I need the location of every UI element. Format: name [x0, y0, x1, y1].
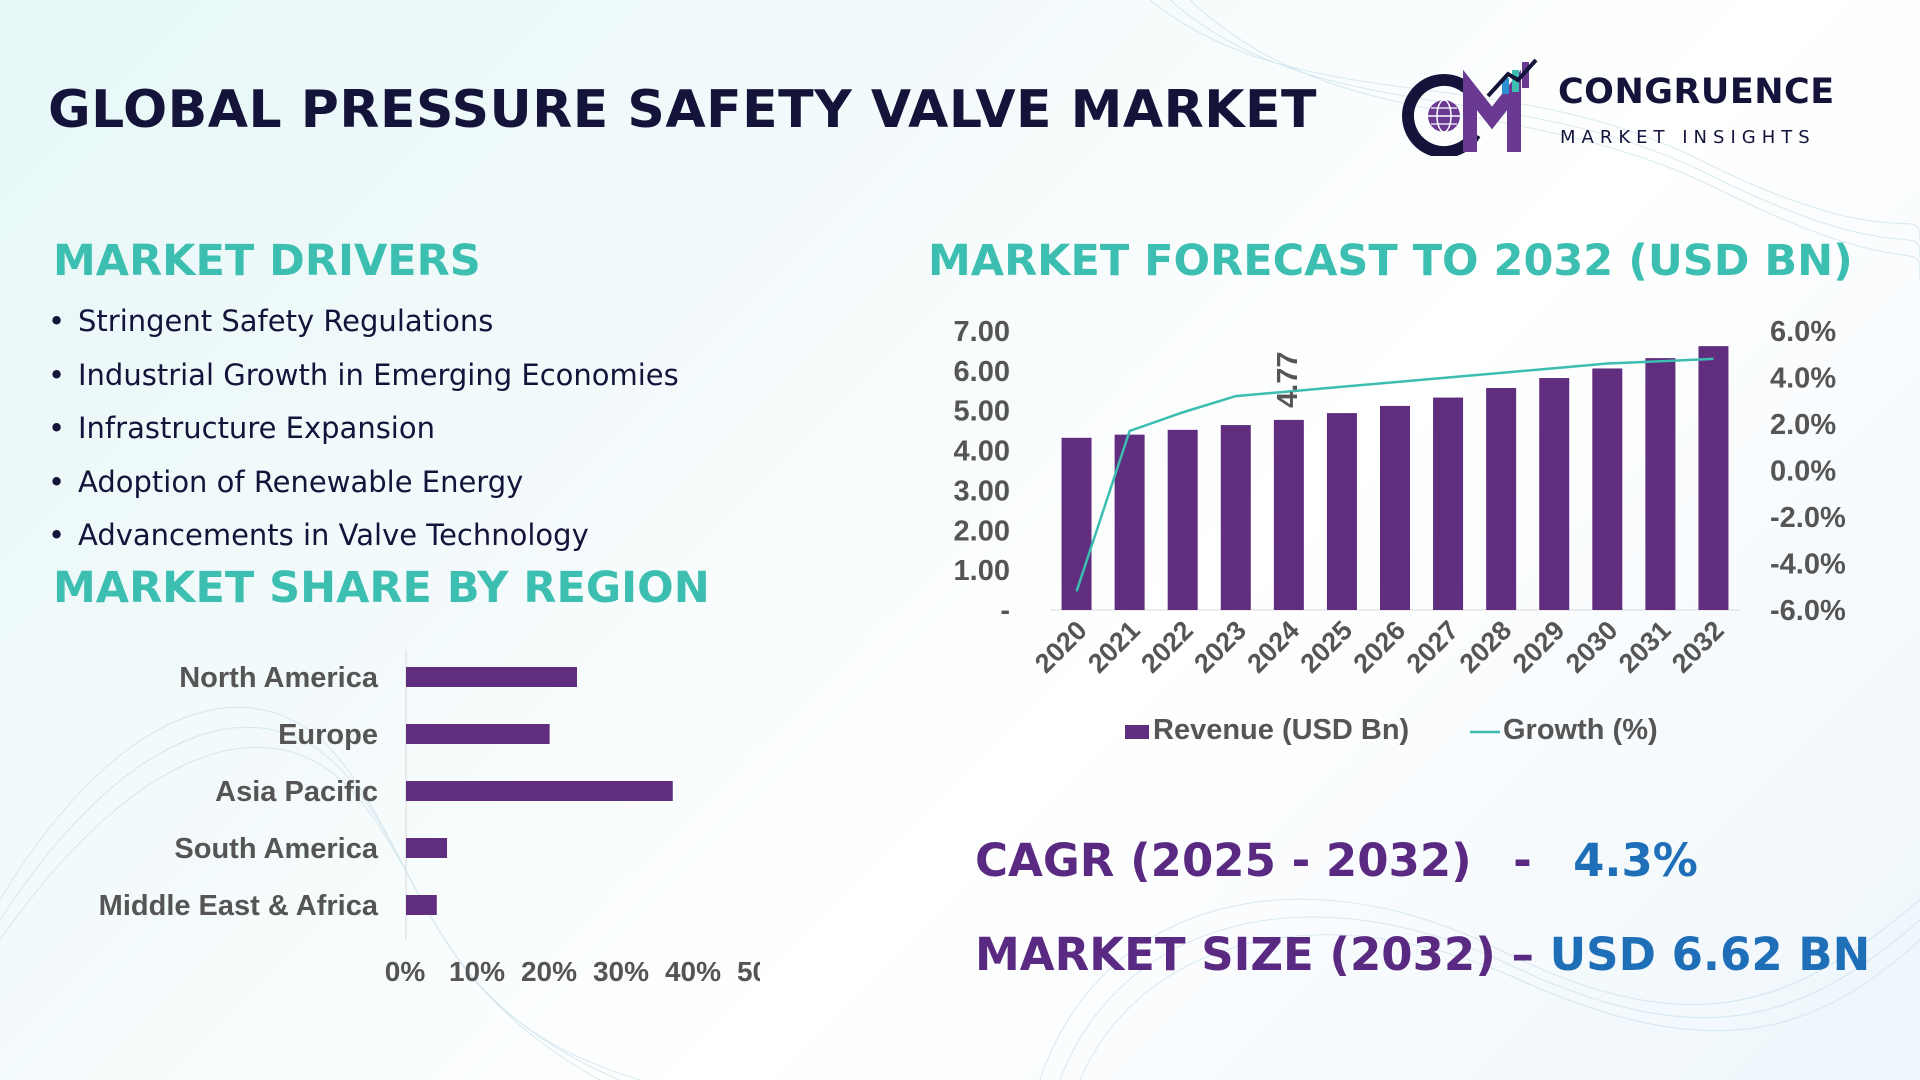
- brand-logo: CONGRUENCE MARKET INSIGHTS: [1400, 56, 1870, 156]
- forecast-bar: [1167, 429, 1198, 610]
- forecast-x-label: 2029: [1507, 615, 1571, 679]
- forecast-right-tick: -4.0%: [1770, 549, 1846, 581]
- forecast-bar: [1486, 387, 1517, 610]
- logo-subtitle: MARKET INSIGHTS: [1560, 127, 1816, 148]
- growth-line: [1075, 357, 1714, 592]
- forecast-x-label: 2028: [1454, 615, 1518, 679]
- bullet-icon: •: [48, 304, 66, 338]
- forecast-x-label: 2030: [1560, 615, 1624, 679]
- region-category-label: Asia Pacific: [215, 776, 378, 808]
- forecast-right-tick: 2.0%: [1770, 409, 1836, 441]
- region-bar: [406, 838, 448, 858]
- forecast-x-label: 2026: [1348, 615, 1412, 679]
- forecast-left-tick: 1.00: [954, 555, 1010, 587]
- driver-label: Industrial Growth in Emerging Economies: [78, 357, 679, 392]
- forecast-right-tick: 6.0%: [1770, 316, 1836, 348]
- bullet-icon: •: [48, 357, 66, 392]
- forecast-data-label: 4.77: [1272, 351, 1304, 407]
- region-share-chart: North America Europe Asia Pacific South Ame…: [99, 650, 760, 987]
- driver-label: Adoption of Renewable Energy: [78, 464, 524, 499]
- logo-mark: [1402, 58, 1538, 156]
- bullet-icon: •: [48, 464, 66, 499]
- forecast-left-tick: -: [1000, 595, 1010, 627]
- forecast-bar: [1380, 405, 1410, 610]
- driver-label: Advancements in Valve Technology: [78, 518, 589, 552]
- forecast-x-label: 2025: [1294, 615, 1358, 679]
- forecast-left-tick: 2.00: [954, 515, 1010, 547]
- legend-swatch-revenue: [1125, 725, 1149, 739]
- market-size-kpi: MARKET SIZE (2032) – USD 6.62 BN: [975, 928, 1870, 981]
- region-x-tick: 20%: [521, 956, 577, 987]
- forecast-bar: [1698, 346, 1729, 610]
- cagr-label: CAGR (2025 - 2032): [975, 834, 1472, 887]
- forecast-right-tick: 0.0%: [1770, 456, 1836, 488]
- forecast-left-tick: 7.00: [954, 316, 1010, 348]
- list-item: • Infrastructure Expansion: [48, 402, 679, 456]
- forecast-x-label: 2027: [1401, 615, 1465, 679]
- forecast-bar: [1645, 358, 1676, 610]
- forecast-x-label: 2020: [1029, 615, 1093, 679]
- market-size-label: MARKET SIZE (2032): [975, 928, 1496, 981]
- forecast-left-tick: 5.00: [954, 396, 1010, 428]
- forecast-x-label: 2031: [1613, 615, 1677, 679]
- bullet-icon: •: [48, 411, 66, 445]
- forecast-bar: [1592, 368, 1623, 610]
- forecast-x-label: 2021: [1082, 615, 1146, 679]
- forecast-bar: [1061, 437, 1092, 610]
- list-item: • Advancements in Valve Technology: [48, 509, 679, 563]
- forecast-right-tick: -2.0%: [1770, 502, 1846, 534]
- forecast-bar: [1433, 397, 1464, 610]
- region-x-tick: 40%: [665, 956, 721, 987]
- forecast-left-tick: 4.00: [954, 436, 1010, 468]
- cagr-kpi: CAGR (2025 - 2032) - 4.3%: [975, 834, 1698, 887]
- region-x-tick: 0%: [385, 956, 426, 987]
- forecast-chart: - 1.00 2.00 3.00 4.00 5.00 6.00 7.00 -6.0% -4.0% -…: [954, 316, 1846, 746]
- region-heading: MARKET SHARE BY REGION: [53, 563, 710, 613]
- region-x-tick: 50%: [737, 956, 760, 987]
- legend-label-revenue: Revenue (USD Bn): [1153, 714, 1409, 746]
- forecast-bar: [1220, 425, 1251, 610]
- drivers-list: • Stringent Safety Regulations • Industria…: [48, 295, 679, 563]
- forecast-x-label: 2032: [1666, 615, 1730, 679]
- forecast-left-tick: 6.00: [954, 356, 1010, 388]
- forecast-bar: [1273, 419, 1304, 610]
- list-item: • Adoption of Renewable Energy: [48, 456, 679, 510]
- forecast-x-label: 2023: [1188, 615, 1252, 679]
- forecast-x-label: 2024: [1241, 615, 1305, 679]
- region-x-tick: 10%: [449, 956, 505, 987]
- region-category-label: Europe: [278, 719, 378, 751]
- logo-name: CONGRUENCE: [1558, 72, 1835, 112]
- forecast-bar: [1539, 378, 1570, 610]
- market-size-value: USD 6.62 BN: [1549, 928, 1871, 981]
- forecast-x-label: 2022: [1135, 615, 1199, 679]
- forecast-heading: MARKET FORECAST TO 2032 (USD BN): [928, 236, 1853, 286]
- driver-label: Infrastructure Expansion: [78, 411, 435, 445]
- forecast-right-tick: -6.0%: [1770, 595, 1846, 627]
- region-bar: [406, 781, 673, 801]
- cagr-value: 4.3%: [1573, 834, 1698, 887]
- region-category-label: North America: [179, 662, 379, 694]
- bullet-icon: •: [48, 518, 66, 552]
- driver-label: Stringent Safety Regulations: [78, 304, 494, 338]
- region-x-tick: 30%: [593, 956, 649, 987]
- region-category-label: South America: [174, 833, 378, 865]
- list-item: • Industrial Growth in Emerging Economies: [48, 349, 679, 403]
- region-category-label: Middle East & Africa: [99, 890, 379, 922]
- forecast-bar: [1326, 413, 1357, 610]
- forecast-right-tick: 4.0%: [1770, 363, 1836, 395]
- cagr-separator: -: [1513, 834, 1532, 887]
- region-bar: [406, 724, 550, 744]
- forecast-left-tick: 3.00: [954, 475, 1010, 507]
- page-title: GLOBAL PRESSURE SAFETY VALVE MARKET: [48, 80, 1318, 140]
- legend-label-growth: Growth (%): [1503, 714, 1658, 746]
- drivers-heading: MARKET DRIVERS: [53, 236, 481, 286]
- market-size-separator: –: [1511, 928, 1534, 981]
- region-bar: [406, 667, 577, 687]
- region-bar: [406, 895, 437, 915]
- globe-icon: [1428, 99, 1460, 133]
- list-item: • Stringent Safety Regulations: [48, 295, 679, 349]
